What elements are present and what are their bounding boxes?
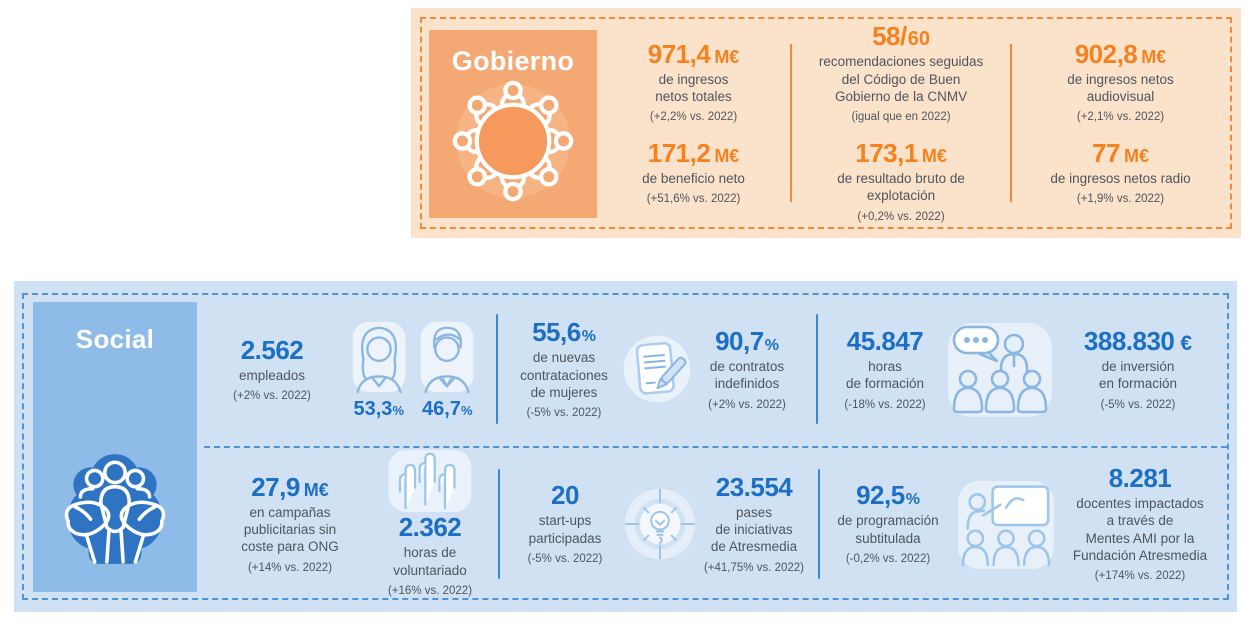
men-percentage: 46,7% [422,397,473,420]
gobierno-title: Gobierno [451,46,575,76]
raised-hands-icon [388,450,472,513]
social-panel: Social [14,281,1237,612]
lightbulb-target-icon [624,488,696,560]
stat-startups: 20 start-ups participadas (-5% vs. 2022) [527,480,603,566]
stat-ingresos-audiovisual: 902,8 M€ de ingresos netos audiovisual (+… [1067,38,1174,124]
stat-inversion-formacion: 388.830 € de inversión en formación (-5% … [1083,325,1193,411]
stat-resultado-bruto: 173,1 M€ de resultado bruto de explotació… [837,138,965,223]
stat-pases-iniciativas: 23.554 pases de iniciativas de Atresmedi… [703,471,805,574]
gobierno-panel: Gobierno 971,4 M€ de ingresos netos total… [411,8,1241,238]
social-row2-divider-2 [818,468,820,579]
roundtable-people-icon [452,80,574,202]
teacher-whiteboard-students-icon [958,480,1054,569]
gobierno-title-box: Gobierno [429,30,597,218]
social-row2-divider-1 [498,468,500,579]
social-title: Social [75,324,155,354]
stat-campanas-ong: 27,9 M€ en campañas publicitarias sin cos… [241,471,339,574]
social-row1-divider-1 [496,314,498,425]
stat-empleados: 2.562 empleados (+2% vs. 2022) [233,334,311,402]
man-avatar-icon [420,321,474,393]
trainer-audience-speech-bubble-icon [948,323,1052,418]
social-row1-divider-2 [816,314,818,425]
stat-nuevas-contrataciones: 55,6% de nuevas contrataciones de mujere… [520,317,608,420]
stat-contratos-indefinidos: 90,7% de contratos indefinidos (+2% vs. … [708,325,786,411]
stat-subtitulada: 92,5% de programación subtitulada (-0,2%… [837,480,939,566]
stat-voluntariado: 2.362 horas de voluntariado (+16% vs. 20… [370,450,490,597]
stat-recomendaciones-cnmv: 58/60 recomendaciones seguidas del Códig… [818,21,984,124]
gender-split: 53,3% 46,7% [338,318,488,421]
stat-horas-formacion: 45.847 horas de formación (-18% vs. 2022… [844,325,926,411]
gobierno-column-divider-1 [790,44,793,202]
stat-ingresos-radio: 77 M€ de ingresos netos radio (+1,9% vs. … [1050,138,1191,206]
stat-beneficio-neto: 171,2 M€ de beneficio neto (+51,6% vs. 20… [642,138,745,206]
women-percentage: 53,3% [353,397,405,420]
gobierno-column-divider-2 [1010,44,1013,202]
woman-avatar-icon [352,321,406,393]
hands-holding-people-icon [64,454,166,564]
social-title-box: Social [33,302,197,592]
stat-ingresos-netos-totales: 971,4 M€ de ingresos netos totales (+2,2%… [647,38,740,124]
stat-docentes: 8.281 docentes impactados a través de Me… [1072,463,1208,583]
contract-pen-icon [623,335,691,403]
